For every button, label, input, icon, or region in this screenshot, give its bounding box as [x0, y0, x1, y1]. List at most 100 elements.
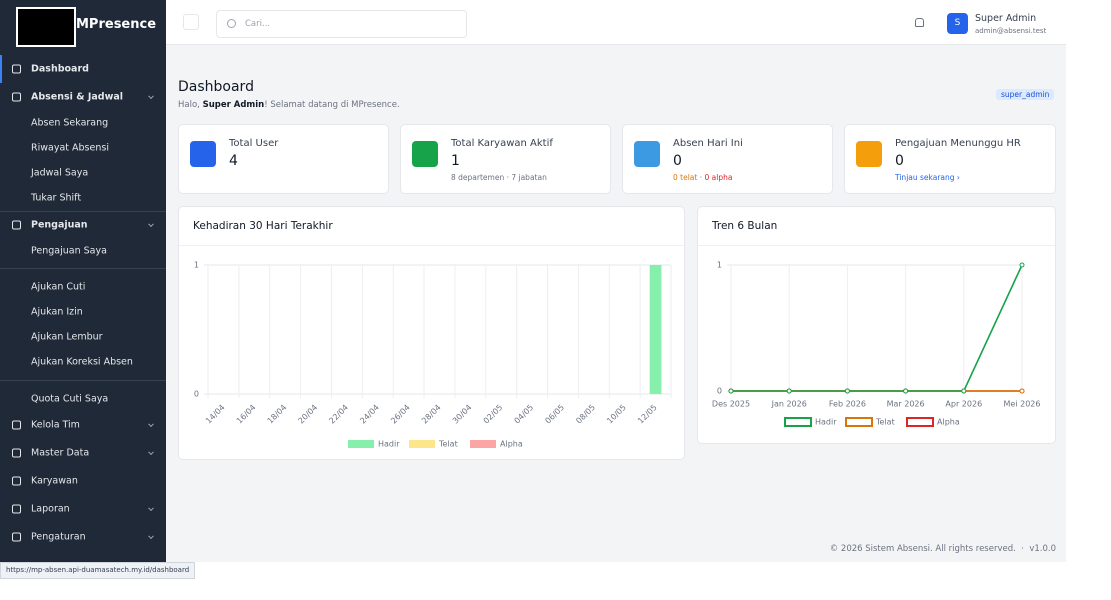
card-label: Total User [229, 138, 279, 149]
chevron [148, 449, 154, 456]
bell[interactable] [915, 18, 924, 27]
copyright: © 2026 Sistem Absensi. All rights reserv… [829, 544, 1016, 554]
icon [12, 220, 21, 230]
card-icon [190, 141, 216, 167]
search-placeholder: Cari... [245, 19, 271, 29]
footer-sep: · [1021, 544, 1024, 554]
icon [12, 532, 21, 542]
x-tick-label: 10/05 [605, 403, 628, 426]
legend-label: Alpha [937, 418, 960, 427]
card-value: 1 [451, 153, 460, 169]
sidebar-toggle[interactable] [183, 14, 199, 30]
menu-item[interactable]: Ajukan Koreksi Absen [31, 356, 133, 368]
x-tick-label: 02/05 [482, 403, 505, 426]
legend-label: Alpha [500, 440, 523, 449]
icon [12, 448, 21, 458]
menu-item[interactable]: Kelola Tim [31, 419, 80, 431]
separator [0, 380, 166, 381]
menu-item[interactable]: Ajukan Lembur [31, 331, 103, 343]
x-tick-label: 16/04 [235, 403, 258, 426]
x-tick-label: 06/05 [543, 403, 566, 426]
menu-item[interactable]: Pengajuan [31, 219, 88, 231]
search-box[interactable]: Cari... [216, 10, 467, 38]
stat-card: Absen Hari Ini 0 0 telat · 0 alpha [622, 124, 833, 194]
greeting-text: ! Selamat datang di MPresence. [264, 100, 400, 110]
menu-item[interactable]: Laporan [31, 503, 70, 515]
stat-card: Pengajuan Menunggu HR 0 Tinjau sekarang … [844, 124, 1056, 194]
x-tick-label: 20/04 [297, 403, 320, 426]
icon [12, 420, 21, 430]
menu-item[interactable]: Absen Sekarang [31, 117, 109, 129]
point [844, 388, 850, 394]
y-tick-label: 0 [194, 390, 199, 399]
role-badge: super_admin [996, 89, 1055, 100]
stat-card: Total User 4 [178, 124, 389, 194]
legend-swatch [409, 440, 435, 448]
topbar: Cari... S Super Admin admin@absensi.test [166, 0, 1066, 45]
x-tick-label: Apr 2026 [945, 400, 982, 409]
card-icon [412, 141, 438, 167]
point [903, 388, 909, 394]
main: Dashboard Halo, Super Admin! Selamat dat… [166, 45, 1066, 562]
x-tick-label: 28/04 [420, 403, 443, 426]
x-tick-label: 04/05 [513, 403, 536, 426]
x-tick-label: 26/04 [389, 403, 412, 426]
card-label: Absen Hari Ini [673, 138, 743, 149]
card-icon [856, 141, 882, 167]
x-tick-label: 24/04 [358, 403, 381, 426]
separator [0, 211, 166, 212]
point [728, 388, 734, 394]
menu-item[interactable]: Tukar Shift [31, 192, 82, 204]
menu-item[interactable]: Karyawan [31, 475, 78, 487]
menu-item[interactable]: Ajukan Izin [31, 306, 83, 318]
x-tick-label: Jan 2026 [771, 400, 807, 409]
legend-swatch [348, 440, 374, 448]
x-tick-label: Mei 2026 [1004, 400, 1041, 409]
sub-sep: · [699, 173, 703, 182]
line [731, 264, 1023, 392]
menu-item[interactable]: Quota Cuti Saya [31, 393, 109, 405]
menu-item[interactable]: Riwayat Absensi [31, 142, 109, 154]
x-tick-label: 22/04 [327, 403, 350, 426]
brand: MPresence [76, 17, 157, 32]
y-tick-label: 0 [717, 387, 722, 396]
menu-item[interactable]: Dashboard [31, 63, 89, 75]
x-tick-label: 08/05 [574, 403, 597, 426]
greeting-text: Halo, [178, 100, 203, 110]
y-tick-label: 1 [717, 261, 722, 270]
x-tick-label: Des 2025 [712, 400, 750, 409]
search-icon [227, 19, 236, 28]
card-icon [634, 141, 660, 167]
menu-item[interactable]: Absensi & Jadwal [31, 91, 124, 103]
greeting-name: Super Admin [202, 100, 265, 110]
card-sub: 8 departemen · 7 jabatan [451, 173, 547, 182]
x-tick-label: 18/04 [266, 403, 289, 426]
menu-item[interactable]: Pengaturan [31, 531, 86, 543]
card-label: Total Karyawan Aktif [451, 138, 553, 149]
menu-item[interactable]: Master Data [31, 447, 90, 459]
user-name: Super Admin [975, 13, 1037, 24]
point [786, 388, 792, 394]
point [1019, 388, 1025, 394]
card-link[interactable]: Tinjau sekarang › [895, 173, 960, 182]
card-value: 0 [673, 153, 682, 169]
legend-label: Hadir [378, 440, 400, 449]
menu-item[interactable]: Ajukan Cuti [31, 281, 86, 293]
x-tick-label: 14/04 [204, 403, 227, 426]
menu-item[interactable]: Jadwal Saya [31, 167, 89, 179]
x-tick-label: 12/05 [636, 403, 659, 426]
chart-panel: Tren 6 Bulan 0 1 Des 2025 Jan 2026 Feb 2026 M… [697, 206, 1056, 444]
link-text[interactable]: Tinjau sekarang [895, 173, 955, 182]
active-indicator [0, 55, 2, 83]
chevron [148, 221, 154, 228]
avatar[interactable]: S [947, 13, 968, 34]
chart-panel: Kehadiran 30 Hari Terakhir 0 1 14/04 16/04 1… [178, 206, 685, 460]
alpha-count: 0 alpha [704, 173, 733, 182]
x-tick-label: Feb 2026 [829, 400, 866, 409]
version: v1.0.0 [1029, 544, 1056, 554]
menu-item[interactable]: Pengajuan Saya [31, 245, 107, 257]
chart-title: Tren 6 Bulan [698, 207, 1055, 246]
card-label: Pengajuan Menunggu HR [895, 138, 1021, 149]
chevron [148, 93, 154, 100]
icon [12, 504, 21, 514]
